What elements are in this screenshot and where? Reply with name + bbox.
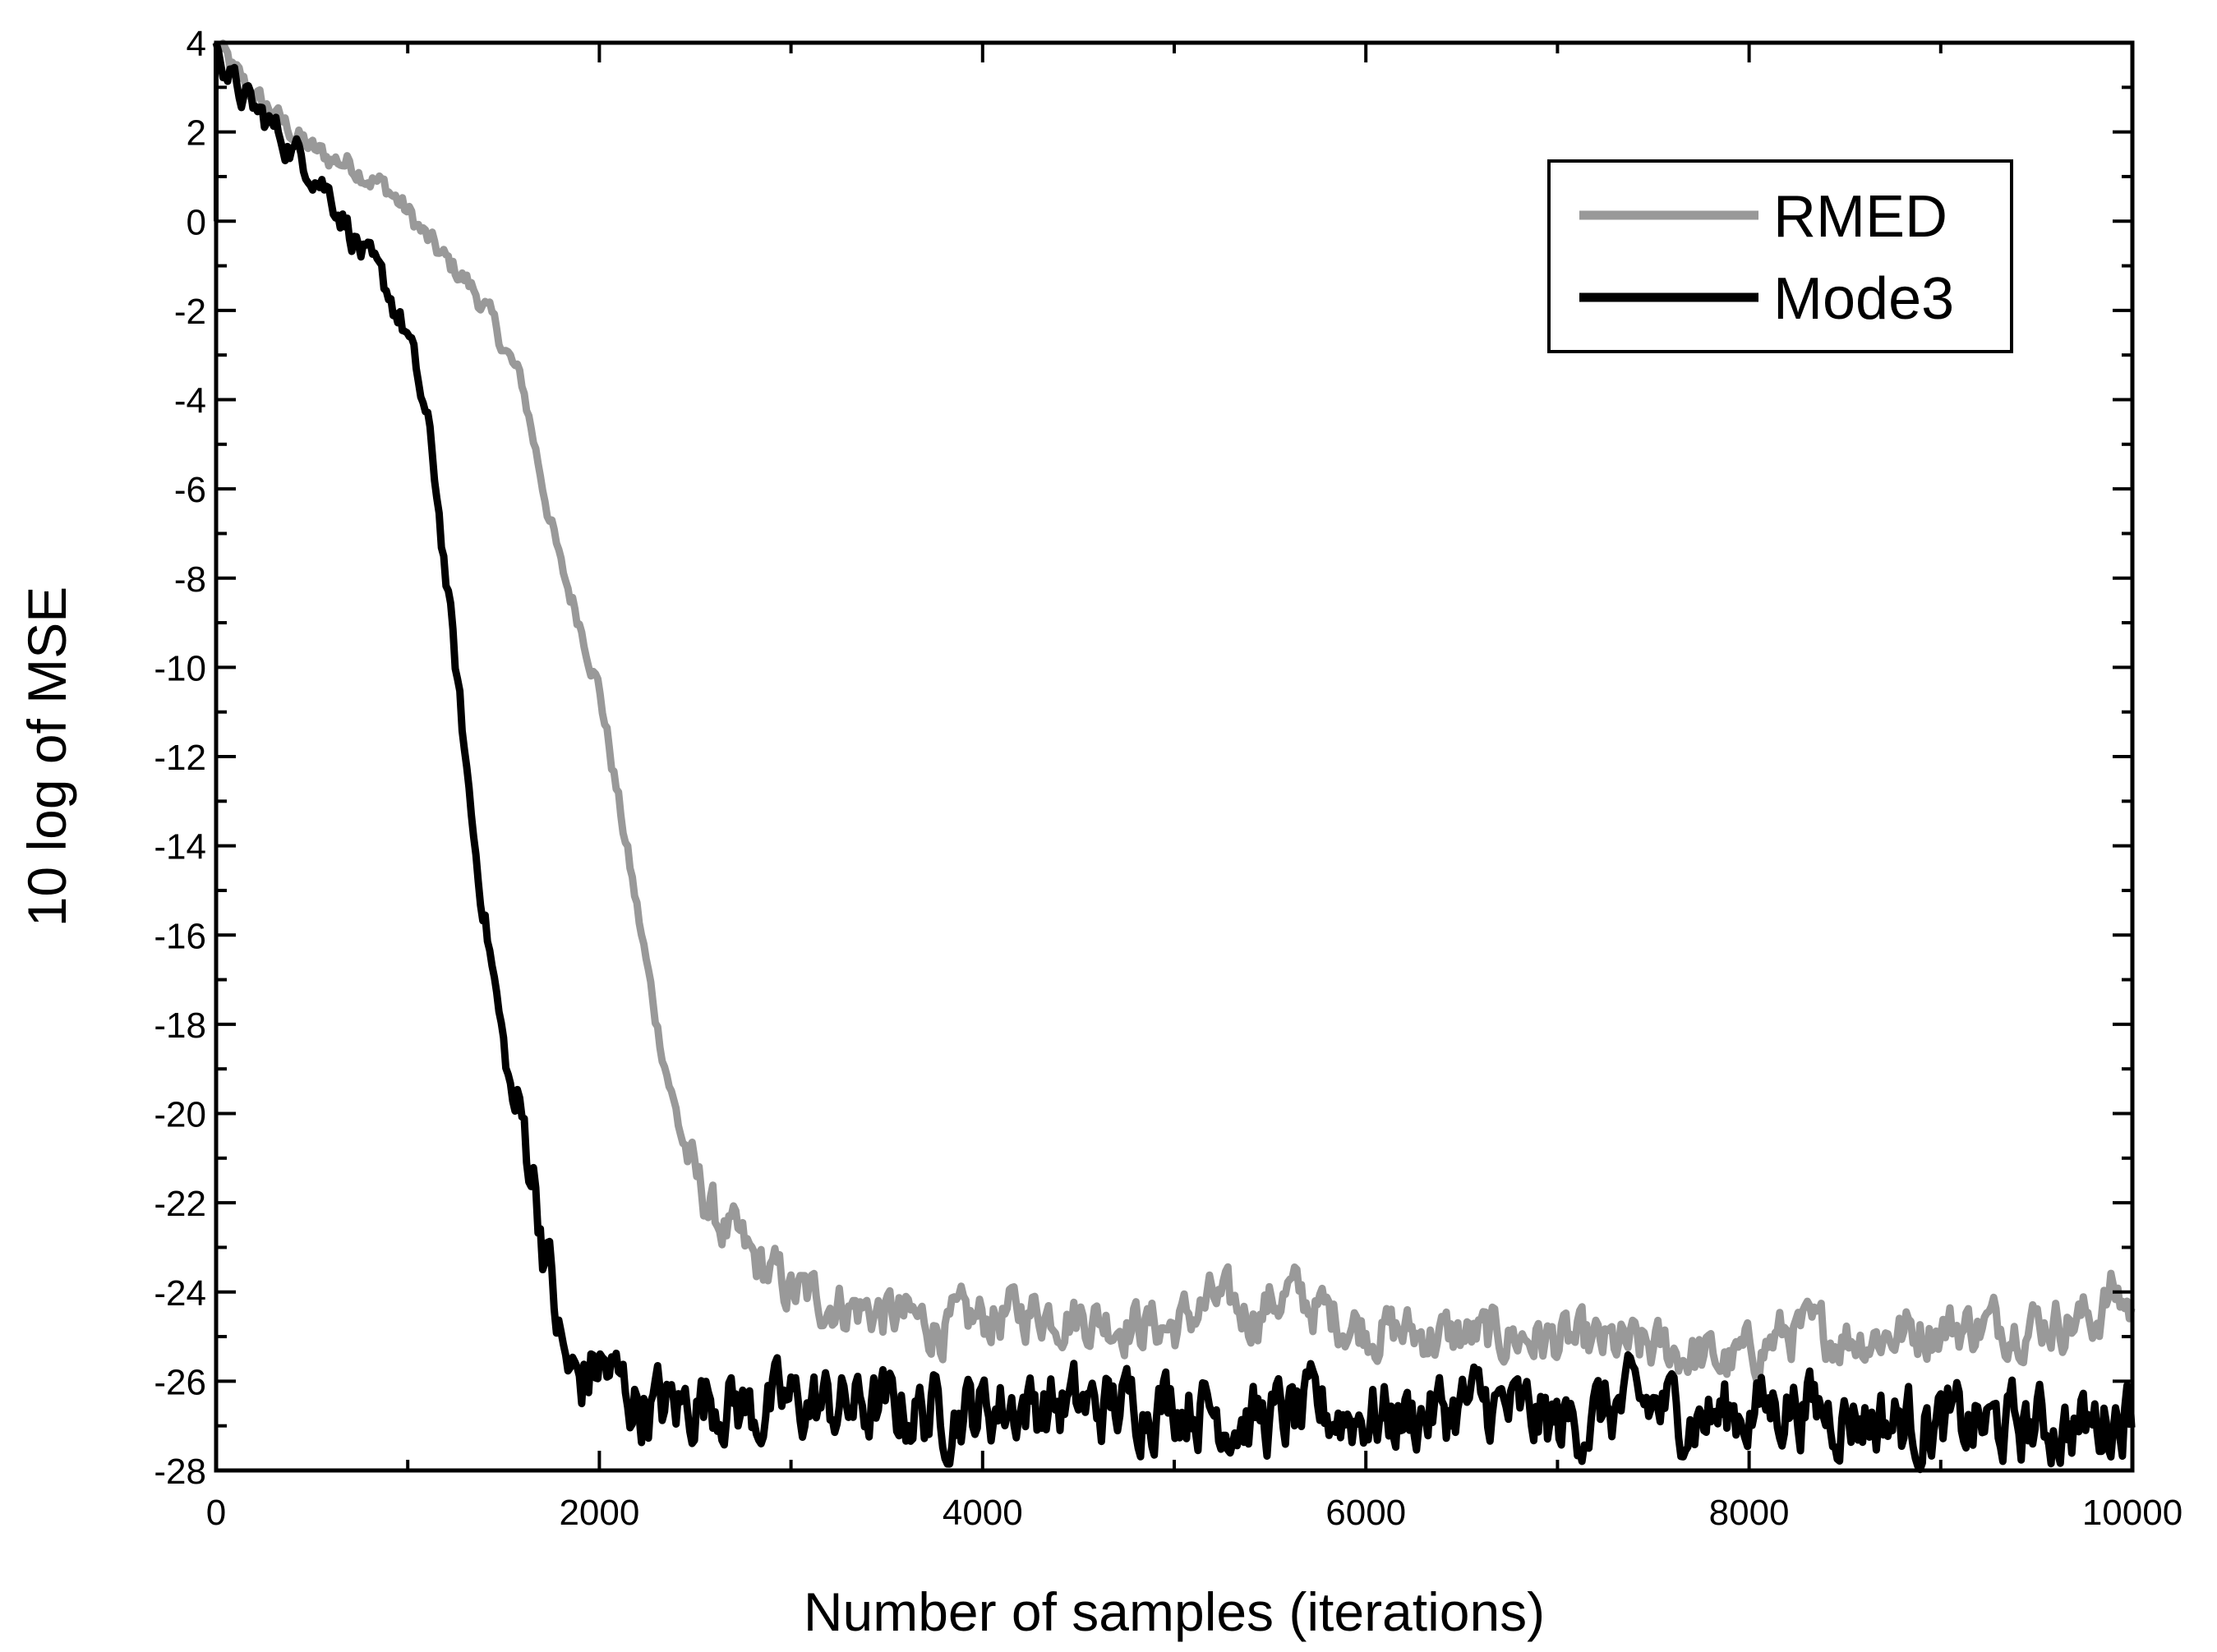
y-tick-label: -20 [154,1095,206,1135]
y-tick-label: 0 [187,202,206,242]
series-line-rmed [212,39,2136,1386]
y-tick-label: -28 [154,1452,206,1492]
y-tick-label: -22 [154,1184,206,1224]
legend: RMED Mode3 [1547,159,2013,353]
y-tick-label: 2 [187,113,206,154]
legend-label-mode3: Mode3 [1773,266,1954,332]
y-tick-label: -8 [174,559,206,600]
x-tick-label: 4000 [943,1493,1023,1533]
legend-label-rmed: RMED [1773,184,1947,250]
x-tick-label: 6000 [1325,1493,1406,1533]
x-tick-label: 2000 [559,1493,639,1533]
x-axis-title: Number of samples (iterations) [804,1581,1545,1642]
y-tick-label: -4 [174,381,206,421]
y-tick-label: -18 [154,1005,206,1046]
x-tick-label: 10000 [2082,1493,2182,1533]
legend-box [1547,159,2013,353]
y-tick-label: -24 [154,1273,206,1314]
y-tick-label: -6 [174,470,206,510]
y-tick-label: -12 [154,738,206,778]
ticks-layer [214,41,2134,1472]
y-tick-label: -26 [154,1362,206,1402]
y-tick-label: -2 [174,292,206,332]
y-tick-label: -16 [154,916,206,956]
y-tick-label: -14 [154,827,206,867]
series-line-mode3 [212,41,2136,1474]
y-tick-label: -10 [154,648,206,688]
x-tick-label: 0 [206,1493,226,1533]
y-tick-label: 4 [187,24,206,64]
tick-labels-layer: 0 2000 4000 6000 8000 10000 4 2 0 -2 -4 -6 -8 -10 -12 -… [154,24,2182,1533]
x-tick-label: 8000 [1709,1493,1790,1533]
y-axis-title: 10 log of MSE [16,587,77,927]
